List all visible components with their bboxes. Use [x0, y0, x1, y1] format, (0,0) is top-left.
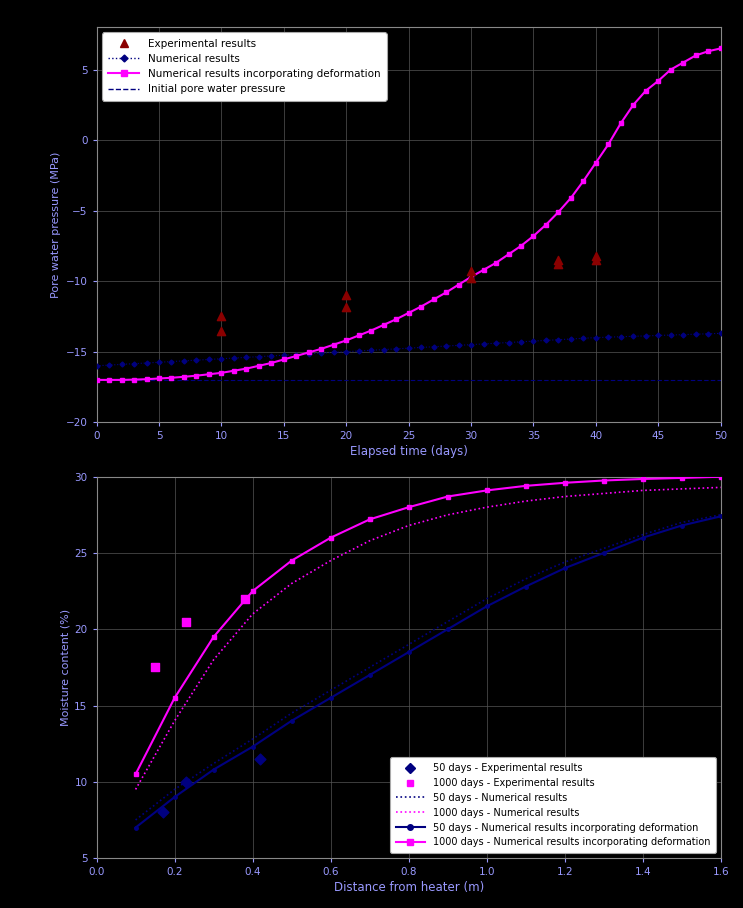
- Point: [465, 271, 477, 286]
- Point: [340, 300, 352, 314]
- Legend: 50 days - Experimental results, 1000 days - Experimental results, 50 days - Nume: 50 days - Experimental results, 1000 day…: [390, 757, 716, 854]
- Y-axis label: Moisture content (%): Moisture content (%): [60, 609, 70, 725]
- Point: [181, 775, 192, 789]
- Point: [553, 252, 565, 267]
- Point: [181, 615, 192, 629]
- Y-axis label: Pore water pressure (MPa): Pore water pressure (MPa): [51, 152, 62, 298]
- Point: [553, 257, 565, 271]
- Point: [239, 591, 251, 606]
- X-axis label: Distance from heater (m): Distance from heater (m): [334, 882, 484, 894]
- Point: [254, 752, 266, 766]
- Point: [590, 252, 602, 267]
- Point: [215, 309, 227, 323]
- Point: [340, 288, 352, 302]
- Point: [215, 323, 227, 338]
- Point: [157, 805, 169, 820]
- Point: [465, 264, 477, 279]
- X-axis label: Elapsed time (days): Elapsed time (days): [350, 446, 467, 459]
- Legend: Experimental results, Numerical results, Numerical results incorporating deforma: Experimental results, Numerical results,…: [102, 33, 386, 101]
- Point: [149, 660, 161, 675]
- Point: [590, 249, 602, 263]
